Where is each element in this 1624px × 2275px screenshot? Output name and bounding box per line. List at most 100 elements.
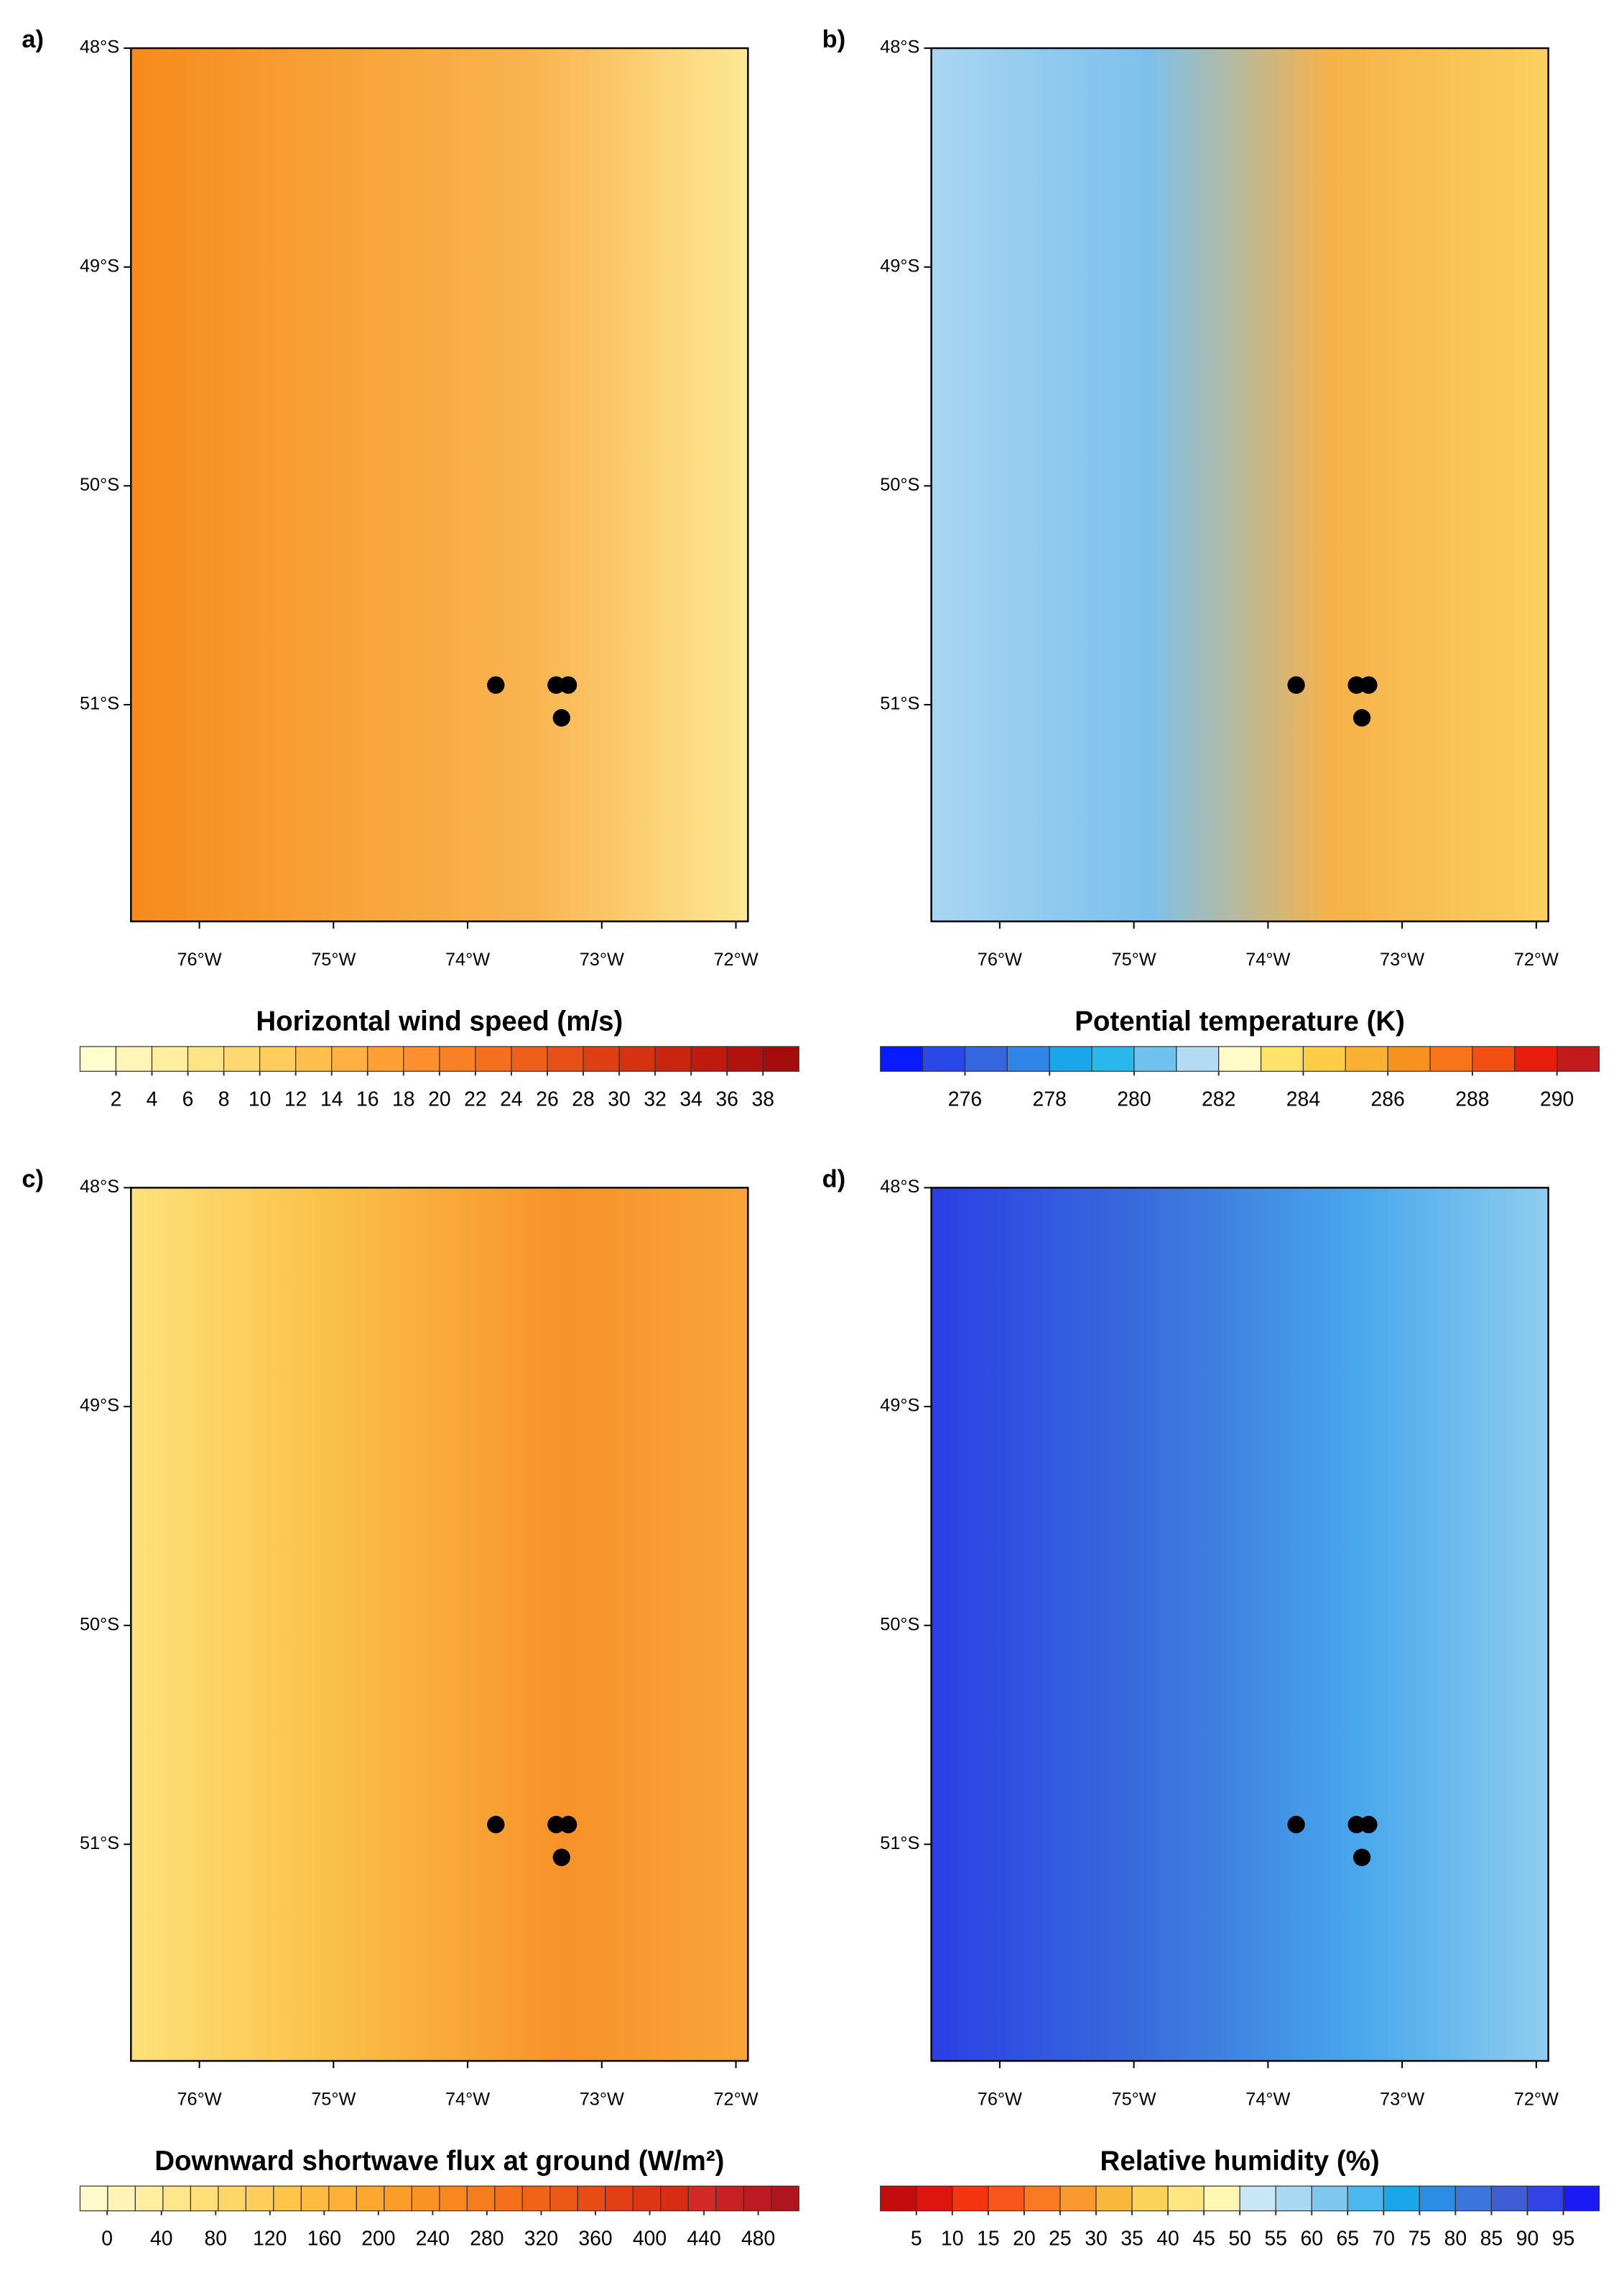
colorbar-box [1387, 1046, 1431, 1072]
colorbar-box [356, 2185, 385, 2212]
x-tick-label: 74°W [445, 2089, 490, 2109]
colorbar-label: 85 [1480, 2228, 1503, 2251]
colorbar-label: 360 [578, 2228, 612, 2251]
colorbar-box [964, 1046, 1008, 1072]
colorbar-label: 95 [1552, 2228, 1575, 2251]
colorbar-title: Potential temperature (K) [1075, 1006, 1405, 1037]
colorbar-label: 36 [715, 1088, 738, 1111]
x-tick-label: 76°W [978, 950, 1022, 970]
y-tick-label: 51°S [880, 1833, 919, 1853]
colorbar-box [1133, 1046, 1177, 1072]
map-field [131, 1187, 748, 2061]
map-frame [930, 1187, 1549, 2062]
x-tick-label: 75°W [311, 2089, 356, 2109]
station [1360, 1815, 1378, 1834]
colorbar-title: Horizontal wind speed (m/s) [256, 1006, 623, 1037]
colorbar-box [331, 1046, 368, 1072]
colorbar-box [134, 2185, 164, 2212]
colorbar-box [762, 1046, 799, 1072]
map-frame [130, 1187, 749, 2062]
x-tick-label: 72°W [713, 950, 758, 970]
colorbar-box [654, 1046, 692, 1072]
colorbar-box [511, 1046, 548, 1072]
map-field [131, 48, 748, 922]
y-tick-label: 50°S [880, 1614, 919, 1634]
colorbar-box [1218, 1046, 1262, 1072]
colorbar-box [245, 2185, 274, 2212]
y-tick-label: 48°S [880, 37, 919, 57]
colorbar-box [115, 1046, 153, 1072]
colorbar-box [1345, 1046, 1388, 1072]
station [552, 709, 570, 727]
colorbar-label: 65 [1336, 2228, 1359, 2251]
colorbar-box [1091, 1046, 1135, 1072]
colorbar-label: 24 [500, 1088, 523, 1111]
colorbar-label: 320 [524, 2228, 558, 2251]
colorbar-label: 32 [644, 1088, 667, 1111]
x-tick-label: 73°W [1380, 950, 1424, 970]
colorbar-box [273, 2185, 302, 2212]
colorbar-box [367, 1046, 404, 1072]
y-tick-label: 51°S [80, 1833, 119, 1853]
colorbar-box [1429, 1046, 1473, 1072]
colorbar-box [475, 1046, 512, 1072]
colorbar-box [328, 2185, 357, 2212]
y-tick-label: 49°S [80, 1396, 119, 1416]
y-tick-label: 49°S [880, 1396, 919, 1416]
colorbar-box [771, 2185, 799, 2212]
colorbar-label: 60 [1300, 2228, 1323, 2251]
colorbar-label: 284 [1286, 1088, 1320, 1111]
station [487, 1815, 505, 1834]
colorbar-label: 28 [572, 1088, 595, 1111]
colorbar-box [632, 2185, 662, 2212]
station [1287, 676, 1305, 694]
colorbar-title: Relative humidity (%) [1100, 2146, 1380, 2177]
colorbar-box [521, 2185, 551, 2212]
colorbar-label: 55 [1264, 2228, 1287, 2251]
colorbar-label: 200 [361, 2228, 395, 2251]
map-field [931, 1187, 1549, 2061]
colorbar-box [1311, 2185, 1348, 2212]
colorbar-box [1275, 2185, 1312, 2212]
x-tick-label: 75°W [1112, 2089, 1156, 2109]
x-tick-label: 74°W [1245, 2089, 1290, 2109]
colorbar-box [577, 2185, 606, 2212]
colorbar-label: 282 [1202, 1088, 1235, 1111]
colorbar-box [151, 1046, 189, 1072]
colorbar-label: 4 [147, 1088, 158, 1111]
colorbar-box [1024, 2185, 1061, 2212]
map-field [931, 48, 1549, 922]
colorbar-label: 280 [470, 2228, 504, 2251]
panel-label: b) [822, 26, 846, 53]
colorbar-box [79, 1046, 117, 1072]
colorbar-box [549, 2185, 578, 2212]
colorbar-label: 45 [1192, 2228, 1215, 2251]
colorbar-box [384, 2185, 412, 2212]
station [547, 1815, 565, 1834]
colorbar-label: 25 [1049, 2228, 1072, 2251]
colorbar-label: 5 [911, 2228, 922, 2251]
colorbar-label: 278 [1033, 1088, 1067, 1111]
colorbar-box [187, 1046, 225, 1072]
colorbar-box [300, 2185, 330, 2212]
colorbar-label: 40 [150, 2228, 173, 2251]
colorbar-box [988, 2185, 1025, 2212]
y-tick-label: 48°S [80, 37, 119, 57]
colorbar-box [1514, 1046, 1558, 1072]
colorbar-label: 70 [1373, 2228, 1396, 2251]
colorbar-box [880, 2185, 917, 2212]
colorbar-label: 34 [679, 1088, 702, 1111]
colorbar-label: 2 [111, 1088, 122, 1111]
colorbar-box [223, 1046, 261, 1072]
panel-label: a) [22, 26, 44, 53]
map-frame [930, 47, 1549, 922]
colorbar-label: 15 [977, 2228, 1000, 2251]
station [1360, 676, 1378, 694]
y-tick-label: 50°S [80, 475, 119, 495]
colorbar-box [743, 2185, 772, 2212]
colorbar-box [1006, 1046, 1050, 1072]
colorbar-box [583, 1046, 620, 1072]
colorbar-box [190, 2185, 219, 2212]
